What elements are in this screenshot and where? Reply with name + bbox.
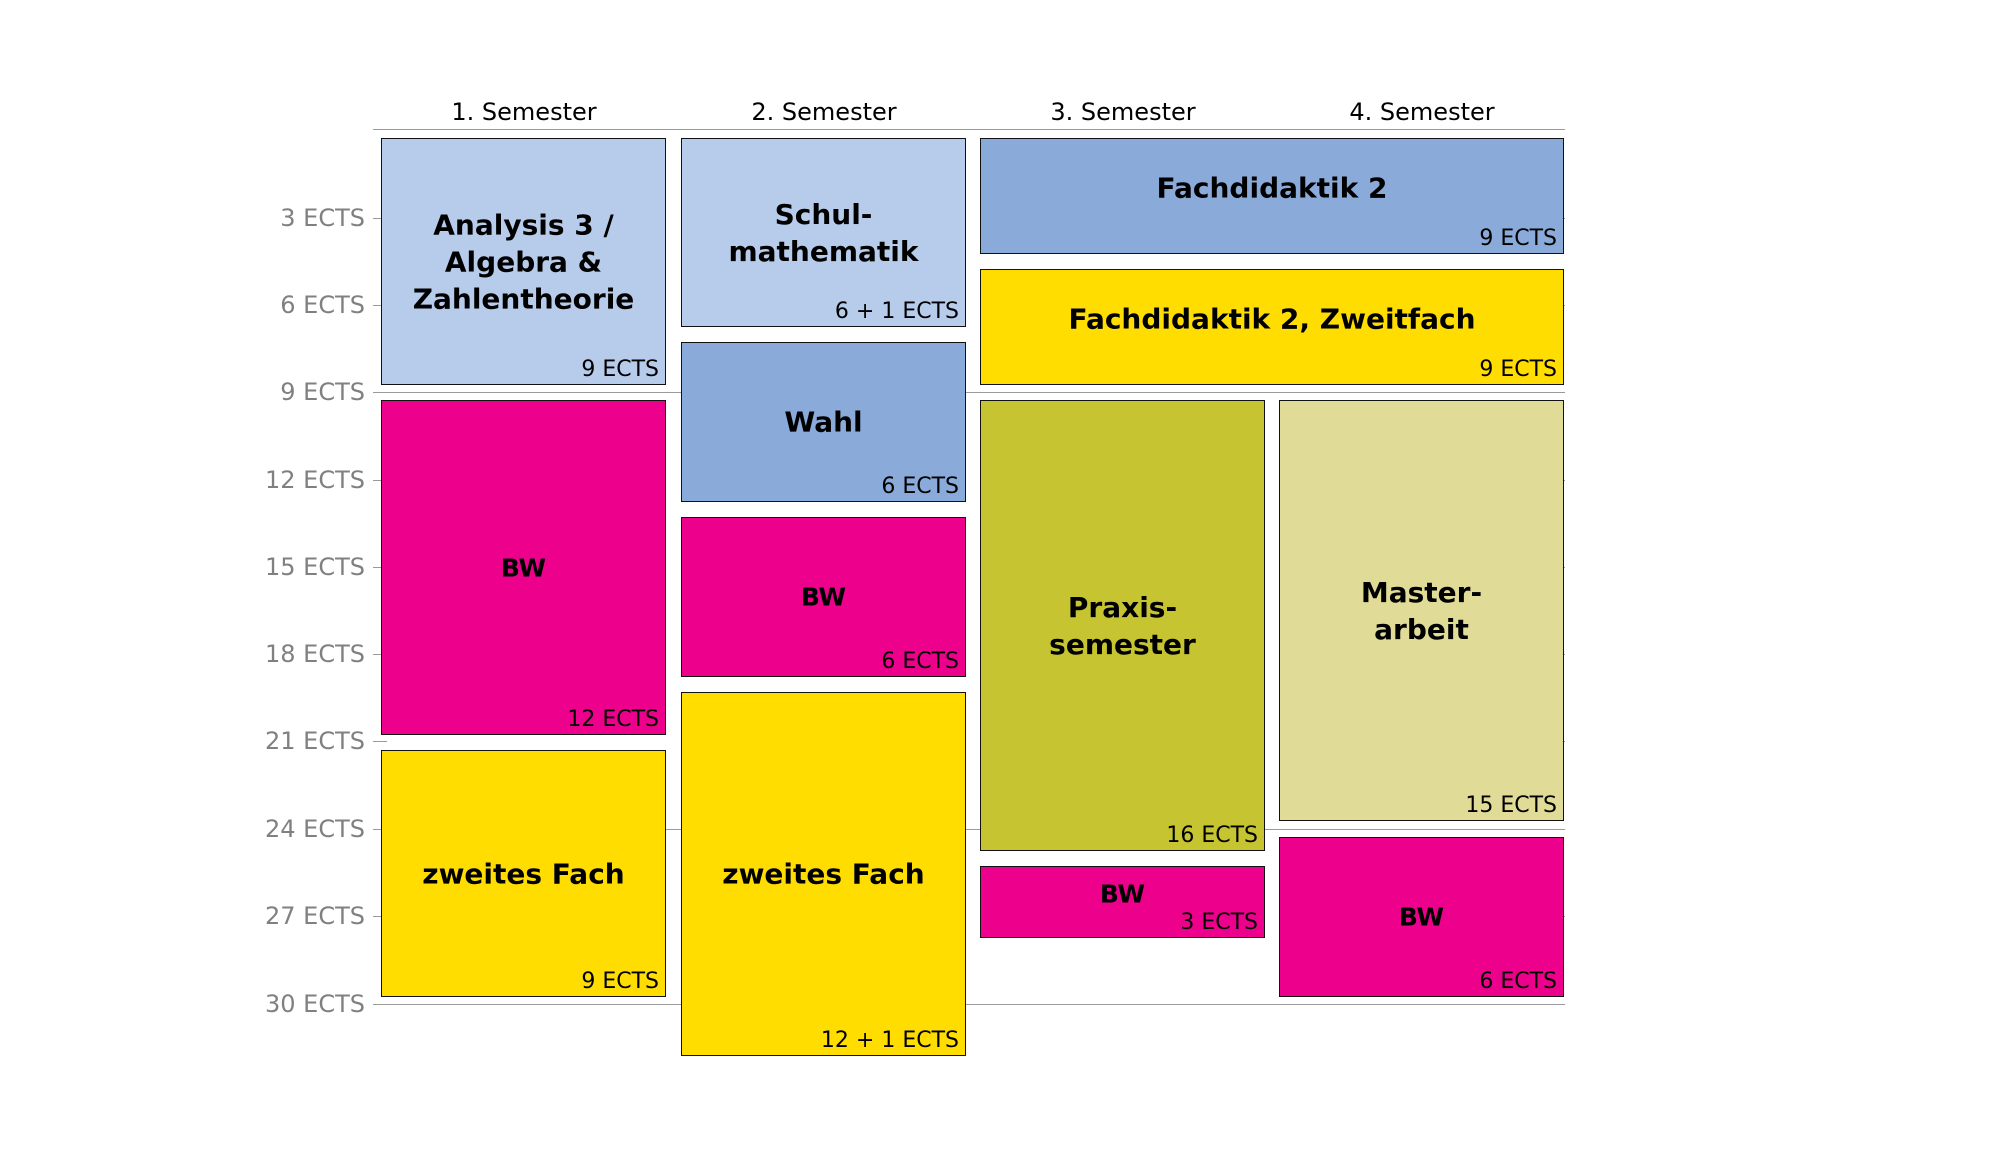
module-title: zweites Fach <box>422 857 625 890</box>
axis-tick <box>373 218 387 219</box>
module-title: BW <box>800 582 847 612</box>
module-zweites-fach-sem1: zweites Fach 9 ECTS <box>381 750 666 997</box>
module-title: Fachdidaktik 2, Zweitfach <box>1068 302 1476 336</box>
module-ects: 6 ECTS <box>881 474 959 499</box>
axis-label-6: 6 ECTS <box>280 291 365 319</box>
axis-label-30: 30 ECTS <box>265 990 365 1018</box>
axis-label-3: 3 ECTS <box>280 204 365 232</box>
rule-24-ects <box>373 829 1565 830</box>
module-ects: 15 ECTS <box>1465 793 1557 818</box>
semester-header-3: 3. Semester <box>1050 98 1196 126</box>
module-title: Schul- mathematik <box>728 197 919 268</box>
module-wahl: Wahl 6 ECTS <box>681 342 966 502</box>
axis-label-12: 12 ECTS <box>265 466 365 494</box>
semester-header-2: 2. Semester <box>751 98 897 126</box>
module-ects: 3 ECTS <box>1180 910 1258 935</box>
axis-tick <box>373 916 387 917</box>
axis-label-18: 18 ECTS <box>265 640 365 668</box>
module-bw-sem4: BW 6 ECTS <box>1279 837 1564 997</box>
module-bw-sem2: BW 6 ECTS <box>681 517 966 677</box>
module-ects: 9 ECTS <box>1479 226 1557 251</box>
module-title: Fachdidaktik 2 <box>1156 171 1388 205</box>
module-praxissemester: Praxis- semester 16 ECTS <box>980 400 1265 851</box>
module-ects: 12 ECTS <box>567 707 659 732</box>
axis-tick <box>373 741 387 742</box>
axis-label-15: 15 ECTS <box>265 553 365 581</box>
module-ects: 6 ECTS <box>881 649 959 674</box>
axis-label-27: 27 ECTS <box>265 902 365 930</box>
module-title: Wahl <box>784 405 863 439</box>
rule-9-ects <box>373 392 1565 393</box>
module-ects: 6 + 1 ECTS <box>834 299 959 324</box>
semester-header-4: 4. Semester <box>1349 98 1495 126</box>
axis-tick <box>373 654 387 655</box>
module-title: Praxis- semester <box>1049 590 1196 661</box>
module-schulmathematik: Schul- mathematik 6 + 1 ECTS <box>681 138 966 327</box>
module-bw-sem3: BW 3 ECTS <box>980 866 1265 938</box>
module-ects: 9 ECTS <box>1479 357 1557 382</box>
axis-tick <box>373 305 387 306</box>
axis-label-9: 9 ECTS <box>280 378 365 406</box>
module-title: Master- arbeit <box>1360 575 1483 646</box>
module-analysis-algebra: Analysis 3 / Algebra & Zahlentheorie 9 E… <box>381 138 666 385</box>
module-ects: 9 ECTS <box>581 357 659 382</box>
module-ects: 12 + 1 ECTS <box>820 1028 959 1053</box>
module-fachdidaktik-2-zweitfach: Fachdidaktik 2, Zweitfach 9 ECTS <box>980 269 1564 385</box>
axis-label-21: 21 ECTS <box>265 727 365 755</box>
module-title: BW <box>1398 902 1445 932</box>
module-bw-sem1: BW 12 ECTS <box>381 400 666 735</box>
module-title: zweites Fach <box>722 857 925 891</box>
axis-label-24: 24 ECTS <box>265 815 365 843</box>
module-ects: 6 ECTS <box>1479 969 1557 994</box>
bottom-rule <box>373 1004 1565 1005</box>
module-ects: 9 ECTS <box>581 969 659 994</box>
axis-tick <box>373 567 387 568</box>
axis-tick <box>373 480 387 481</box>
semester-header-1: 1. Semester <box>451 98 597 126</box>
module-title: BW <box>1099 879 1146 909</box>
module-masterarbeit: Master- arbeit 15 ECTS <box>1279 400 1564 821</box>
module-title: BW <box>500 553 547 582</box>
top-rule <box>373 129 1565 130</box>
module-zweites-fach-sem2: zweites Fach 12 + 1 ECTS <box>681 692 966 1056</box>
module-ects: 16 ECTS <box>1166 823 1258 848</box>
module-fachdidaktik-2: Fachdidaktik 2 9 ECTS <box>980 138 1564 254</box>
module-title: Analysis 3 / Algebra & Zahlentheorie <box>412 208 635 315</box>
